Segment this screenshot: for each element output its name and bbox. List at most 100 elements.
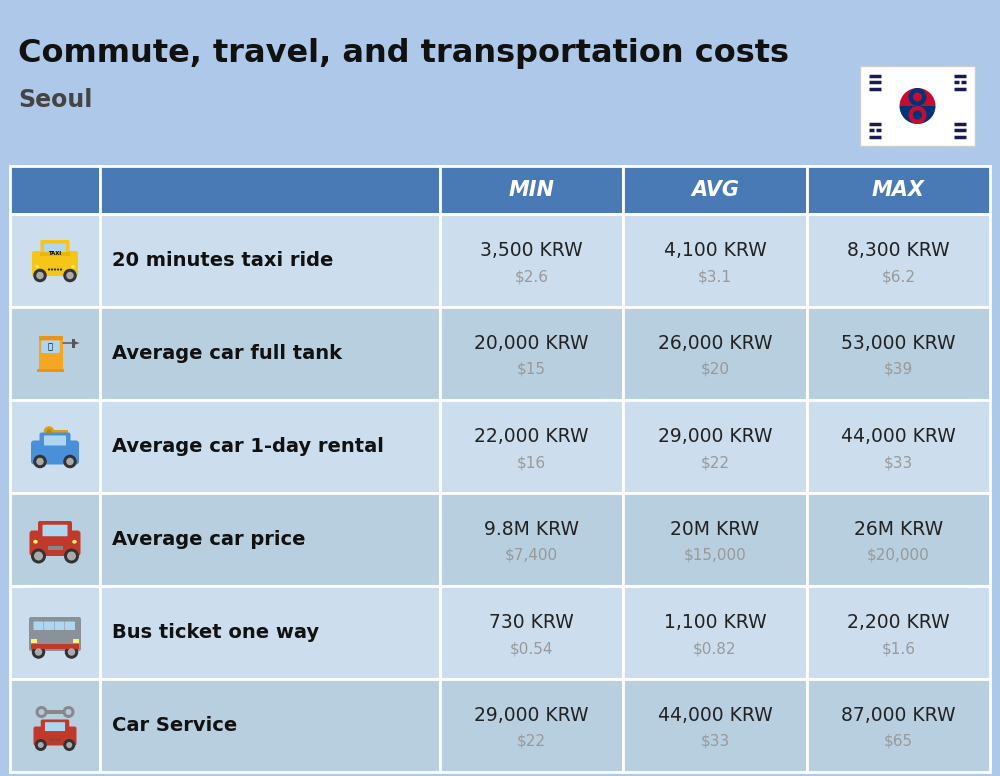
Ellipse shape [33,540,38,544]
Circle shape [33,455,47,468]
Wedge shape [900,106,936,124]
Bar [807,679,990,772]
Bar [807,493,990,586]
Bar [72,338,74,348]
Text: $1.6: $1.6 [881,641,915,656]
Circle shape [68,648,75,656]
Text: $20,000: $20,000 [867,548,930,563]
Bar [10,400,100,493]
Bar [623,214,807,307]
Text: $15,000: $15,000 [684,548,746,563]
Bar [623,307,807,400]
Circle shape [36,458,44,466]
FancyBboxPatch shape [32,251,78,276]
Circle shape [65,646,78,659]
Circle shape [908,88,926,106]
FancyBboxPatch shape [65,622,75,630]
FancyBboxPatch shape [34,726,76,746]
Text: 2,200 KRW: 2,200 KRW [847,613,950,632]
FancyBboxPatch shape [38,521,72,537]
Bar [73,639,79,643]
Circle shape [34,552,43,560]
Circle shape [908,106,926,124]
Bar [60,433,62,435]
Circle shape [913,92,922,102]
Bar [10,679,100,772]
Circle shape [47,429,51,434]
Text: 9.8M KRW: 9.8M KRW [484,520,579,539]
Bar [31,639,37,643]
Text: 29,000 KRW: 29,000 KRW [658,427,772,446]
Circle shape [38,709,44,715]
Text: Average car 1-day rental: Average car 1-day rental [112,437,384,456]
FancyBboxPatch shape [40,240,70,254]
Circle shape [66,709,72,715]
Text: Bus ticket one way: Bus ticket one way [112,623,319,642]
Text: $33: $33 [884,455,913,470]
Text: $39: $39 [884,362,913,377]
FancyBboxPatch shape [44,435,66,445]
Text: 3,500 KRW: 3,500 KRW [480,241,583,260]
Bar [807,214,990,307]
Bar [10,166,100,214]
FancyArrow shape [62,341,80,345]
Text: $0.82: $0.82 [693,641,737,656]
Circle shape [44,426,54,437]
Circle shape [35,648,42,656]
Text: Average car full tank: Average car full tank [112,344,342,363]
Bar [100,400,440,493]
Circle shape [35,739,47,751]
Bar [807,586,990,679]
Bar [31,644,79,649]
Bar [623,586,807,679]
Text: 29,000 KRW: 29,000 KRW [474,706,589,725]
Bar [440,493,623,586]
Bar [38,335,62,340]
Text: $7,400: $7,400 [505,548,558,563]
Ellipse shape [72,540,77,544]
Circle shape [31,549,46,563]
Bar [10,307,100,400]
FancyBboxPatch shape [41,341,60,353]
Bar [37,369,64,372]
Bar [42,710,68,714]
Text: Seoul: Seoul [18,88,92,112]
Circle shape [49,739,52,741]
Text: MAX: MAX [872,180,925,200]
Ellipse shape [71,265,75,268]
Bar [807,307,990,400]
Text: 20 minutes taxi ride: 20 minutes taxi ride [112,251,333,270]
Ellipse shape [35,265,39,268]
Bar [40,251,70,256]
Text: 20,000 KRW: 20,000 KRW [474,334,589,353]
Bar [440,586,623,679]
Bar [440,307,623,400]
Text: AVG: AVG [691,180,739,200]
Circle shape [60,268,62,271]
Bar [807,166,990,214]
Text: 20M KRW: 20M KRW [670,520,760,539]
Circle shape [52,739,55,741]
Text: 8,300 KRW: 8,300 KRW [847,241,950,260]
Circle shape [66,742,72,748]
Text: 44,000 KRW: 44,000 KRW [841,427,956,446]
Text: Commute, travel, and transportation costs: Commute, travel, and transportation cost… [18,38,789,69]
Circle shape [48,268,50,271]
Circle shape [66,272,74,279]
Text: 44,000 KRW: 44,000 KRW [658,706,772,725]
Bar [623,679,807,772]
Bar [807,400,990,493]
Circle shape [62,706,74,718]
Circle shape [63,455,77,468]
Bar [10,214,100,307]
FancyBboxPatch shape [30,531,80,556]
Text: $20: $20 [700,362,730,377]
Bar [54,430,68,433]
Text: $22: $22 [517,734,546,749]
Text: $6.2: $6.2 [881,269,915,284]
Circle shape [33,268,47,282]
Bar [10,493,100,586]
Circle shape [67,552,76,560]
Bar [100,214,440,307]
Circle shape [63,739,75,751]
